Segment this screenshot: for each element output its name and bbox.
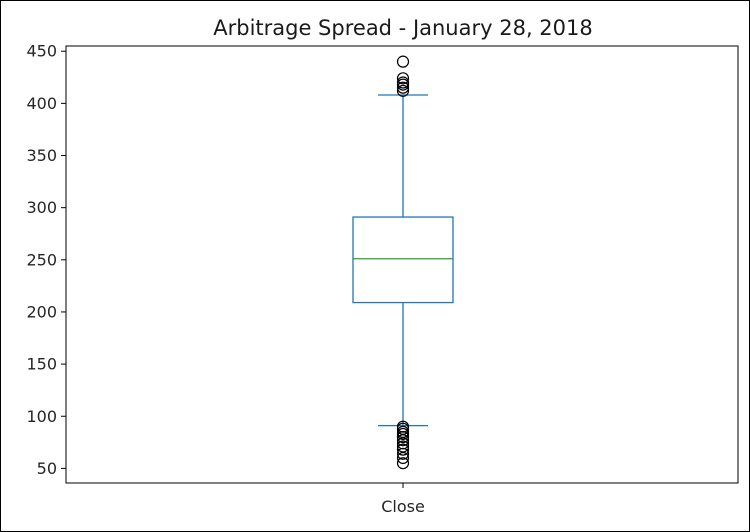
plot-area	[65, 45, 739, 484]
y-tick-label: 350	[26, 146, 57, 165]
x-tick-label: Close	[381, 497, 425, 516]
outlier-point	[396, 81, 410, 94]
y-tick-label: 400	[26, 94, 57, 113]
y-tick-label: 200	[26, 302, 57, 321]
outlier-point	[396, 76, 410, 89]
y-tick-label: 250	[26, 250, 57, 269]
boxplot-close	[352, 94, 454, 427]
outliers	[396, 55, 410, 470]
y-tick-label: 50	[37, 459, 57, 478]
y-tick-label: 100	[26, 407, 57, 426]
y-tick-label: 300	[26, 198, 57, 217]
iqr-box	[352, 216, 454, 304]
outlier-point	[396, 425, 410, 438]
outlier-point	[396, 420, 410, 433]
y-tick-label: 150	[26, 355, 57, 374]
outlier-point	[396, 72, 410, 85]
outlier-point	[396, 457, 410, 470]
y-axis: 50 100 150 200 250 300 350 400 450	[26, 42, 66, 478]
outlier-point	[396, 84, 410, 97]
outlier-point	[396, 55, 410, 68]
outlier-point	[396, 440, 410, 453]
y-tick-label: 450	[26, 42, 57, 61]
chart-title: Arbitrage Spread - January 28, 2018	[213, 16, 593, 40]
outlier-point	[396, 443, 410, 456]
x-axis: Close	[381, 483, 425, 516]
